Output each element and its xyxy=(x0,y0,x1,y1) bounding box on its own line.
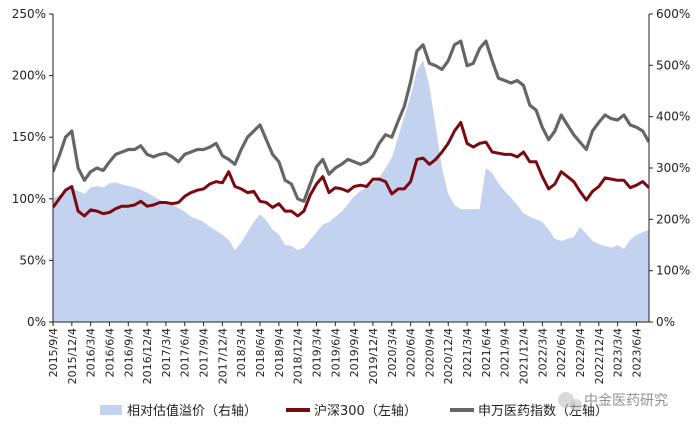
series-area-premium xyxy=(53,60,649,322)
right-tick-label: 400% xyxy=(656,110,690,124)
right-tick-label: 0% xyxy=(656,315,675,329)
right-axis-ticks: 0% 100% 200% 300% 400% 500% 600% xyxy=(649,7,690,329)
x-tick-label: 2018/3/4 xyxy=(235,328,248,377)
x-tick-label: 2021/12/4 xyxy=(518,328,531,384)
legend-label-csi300: 沪深300（左轴） xyxy=(314,403,417,419)
x-tick-label: 2019/12/4 xyxy=(367,328,380,384)
x-tick-label: 2019/6/4 xyxy=(329,328,342,377)
series-line-sw_pharma xyxy=(53,39,649,203)
x-tick-label: 2017/12/4 xyxy=(216,328,229,384)
x-tick-label: 2020/12/4 xyxy=(442,328,455,384)
x-tick-label: 2017/9/4 xyxy=(198,328,211,377)
x-tick-label: 2017/6/4 xyxy=(179,328,192,377)
left-tick-label: 200% xyxy=(12,69,46,83)
right-tick-label: 500% xyxy=(656,58,690,72)
watermark: 中金医药研究 xyxy=(558,392,668,411)
x-tick-label: 2020/9/4 xyxy=(423,328,436,377)
line-layer xyxy=(53,39,649,218)
x-tick-label: 2015/12/4 xyxy=(66,328,79,384)
left-tick-label: 250% xyxy=(12,7,46,21)
x-tick-label: 2018/12/4 xyxy=(292,328,305,384)
left-axis-ticks: 0% 50% 100% 150% 200% 250% xyxy=(12,7,53,329)
x-tick-label: 2019/3/4 xyxy=(311,328,324,377)
wechat-icon-secondary xyxy=(570,399,582,411)
wechat-icon xyxy=(558,392,574,408)
x-tick-label: 2016/12/4 xyxy=(141,328,154,384)
watermark-text: 中金医药研究 xyxy=(584,393,668,409)
x-tick-label: 2018/6/4 xyxy=(254,328,267,377)
left-tick-label: 100% xyxy=(12,192,46,206)
x-tick-label: 2023/3/4 xyxy=(612,328,625,377)
x-tick-label: 2022/9/4 xyxy=(574,328,587,377)
x-tick-label: 2023/6/4 xyxy=(631,328,644,377)
legend-label-premium: 相对估值溢价（右轴） xyxy=(127,403,257,419)
premium-area-layer xyxy=(53,60,649,322)
x-tick-label: 2019/9/4 xyxy=(348,328,361,377)
x-tick-label: 2016/3/4 xyxy=(85,328,98,377)
right-tick-label: 300% xyxy=(656,161,690,175)
right-tick-label: 200% xyxy=(656,212,690,226)
left-tick-label: 150% xyxy=(12,130,46,144)
x-tick-label: 2017/3/4 xyxy=(160,328,173,377)
x-tick-label: 2020/6/4 xyxy=(405,328,418,377)
x-tick-label: 2021/3/4 xyxy=(461,328,474,377)
legend-swatch-premium xyxy=(100,405,122,415)
x-axis-ticks: 2015/9/4 2015/12/4 2016/3/4 2016/6/4 2016/9/… xyxy=(47,322,644,384)
x-tick-label: 2016/9/4 xyxy=(122,328,135,377)
x-tick-label: 2021/6/4 xyxy=(480,328,493,377)
x-tick-label: 2016/6/4 xyxy=(104,328,117,377)
x-tick-label: 2022/6/4 xyxy=(555,328,568,377)
x-tick-label: 2022/12/4 xyxy=(593,328,606,384)
x-tick-label: 2018/9/4 xyxy=(273,328,286,377)
right-tick-label: 600% xyxy=(656,7,690,21)
left-tick-label: 50% xyxy=(19,253,46,267)
x-tick-label: 2015/9/4 xyxy=(47,328,60,377)
x-tick-label: 2021/9/4 xyxy=(499,328,512,377)
x-tick-label: 2020/3/4 xyxy=(386,328,399,377)
x-tick-label: 2022/3/4 xyxy=(536,328,549,377)
right-tick-label: 100% xyxy=(656,264,690,278)
legend: 相对估值溢价（右轴） 沪深300（左轴） 申万医药指数（左轴） xyxy=(100,403,608,419)
left-tick-label: 0% xyxy=(27,315,46,329)
series-line-csi300 xyxy=(53,120,649,218)
